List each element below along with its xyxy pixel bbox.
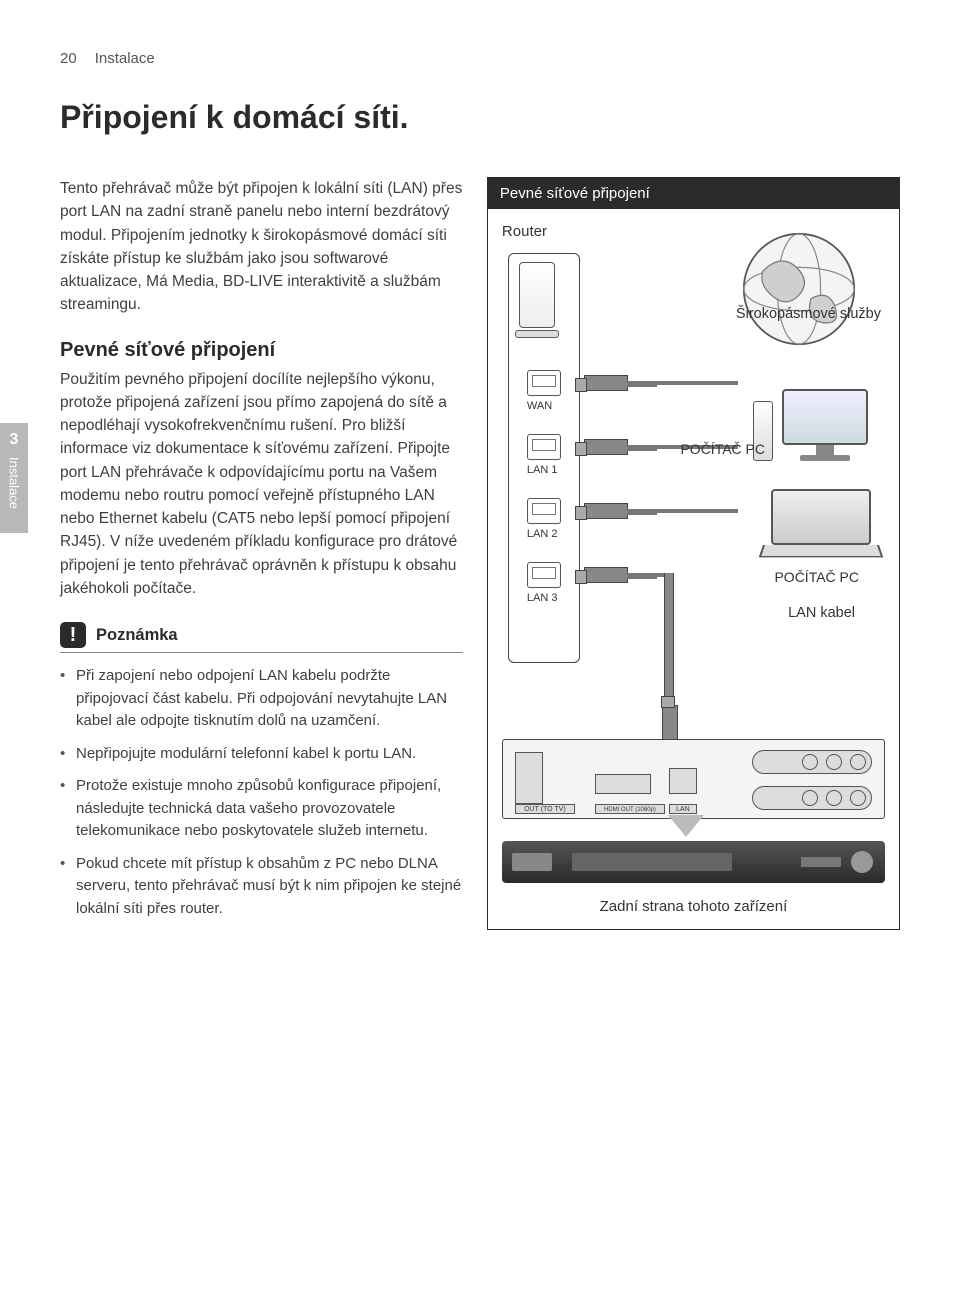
note-box: ! Poznámka Při zapojení nebo odpojení LA… [60, 622, 463, 920]
side-tab-label: Instalace [7, 457, 22, 509]
diagram-caption: Pevné síťové připojení [488, 178, 899, 209]
note-item: Nepřipojujte modulární telefonní kabel k… [60, 743, 463, 766]
left-column: 3 Instalace Tento přehrávač může být při… [40, 177, 463, 930]
lan3-port-label: LAN 3 [527, 592, 558, 604]
lan2-port-icon [527, 498, 561, 524]
wired-paragraph: Použitím pevného připojení docílíte nejl… [60, 368, 463, 601]
globe-icon [739, 229, 859, 349]
lan-cable-label: LAN kabel [788, 605, 855, 621]
desktop-pc-icon [775, 389, 875, 467]
laptop-icon [761, 489, 881, 569]
warning-icon: ! [60, 622, 86, 648]
plug-icon [584, 439, 628, 455]
wan-port-icon [527, 370, 561, 396]
right-column: Pevné síťové připojení Router WAN LAN 1 … [487, 177, 900, 930]
page-header: 20 Instalace [40, 50, 900, 67]
pc-label-2: POČÍTAČ PC [774, 569, 859, 585]
lan3-port-icon [527, 562, 561, 588]
side-tab-number: 3 [10, 431, 19, 449]
router-icon: WAN LAN 1 LAN 2 LAN 3 [508, 253, 580, 663]
zoom-indicator-icon [668, 815, 704, 837]
side-tab: 3 Instalace [0, 423, 28, 533]
intro-paragraph: Tento přehrávač může být připojen k loká… [60, 177, 463, 317]
lan2-port-label: LAN 2 [527, 528, 558, 540]
device-back-caption: Zadní strana tohoto zařízení [488, 898, 899, 915]
diagram-box: Pevné síťové připojení Router WAN LAN 1 … [487, 177, 900, 930]
main-heading: Připojení k domácí síti. [60, 97, 900, 137]
broadband-label: Širokopásmové služby [736, 305, 881, 325]
plug-icon [584, 375, 628, 391]
note-item: Protože existuje mnoho způsobů konfigura… [60, 775, 463, 843]
device-rear-icon [502, 841, 885, 883]
lan1-port-label: LAN 1 [527, 464, 558, 476]
note-item: Při zapojení nebo odpojení LAN kabelu po… [60, 665, 463, 733]
lan1-port-icon [527, 434, 561, 460]
pc-label: POČÍTAČ PC [680, 441, 765, 457]
note-title: Poznámka [96, 626, 178, 645]
page-number: 20 [60, 50, 77, 67]
diagram-body: Router WAN LAN 1 LAN 2 LAN 3 [488, 209, 899, 929]
rear-panel-icon: OUT (TO TV) HDMI OUT (1080p) LAN [502, 739, 885, 819]
note-list: Při zapojení nebo odpojení LAN kabelu po… [60, 665, 463, 920]
wired-heading: Pevné síťové připojení [60, 339, 463, 362]
plug-icon [584, 567, 628, 583]
wan-port-label: WAN [527, 400, 552, 412]
plug-icon [584, 503, 628, 519]
note-item: Pokud chcete mít přístup k obsahům z PC … [60, 853, 463, 921]
page-section-label: Instalace [95, 50, 155, 67]
